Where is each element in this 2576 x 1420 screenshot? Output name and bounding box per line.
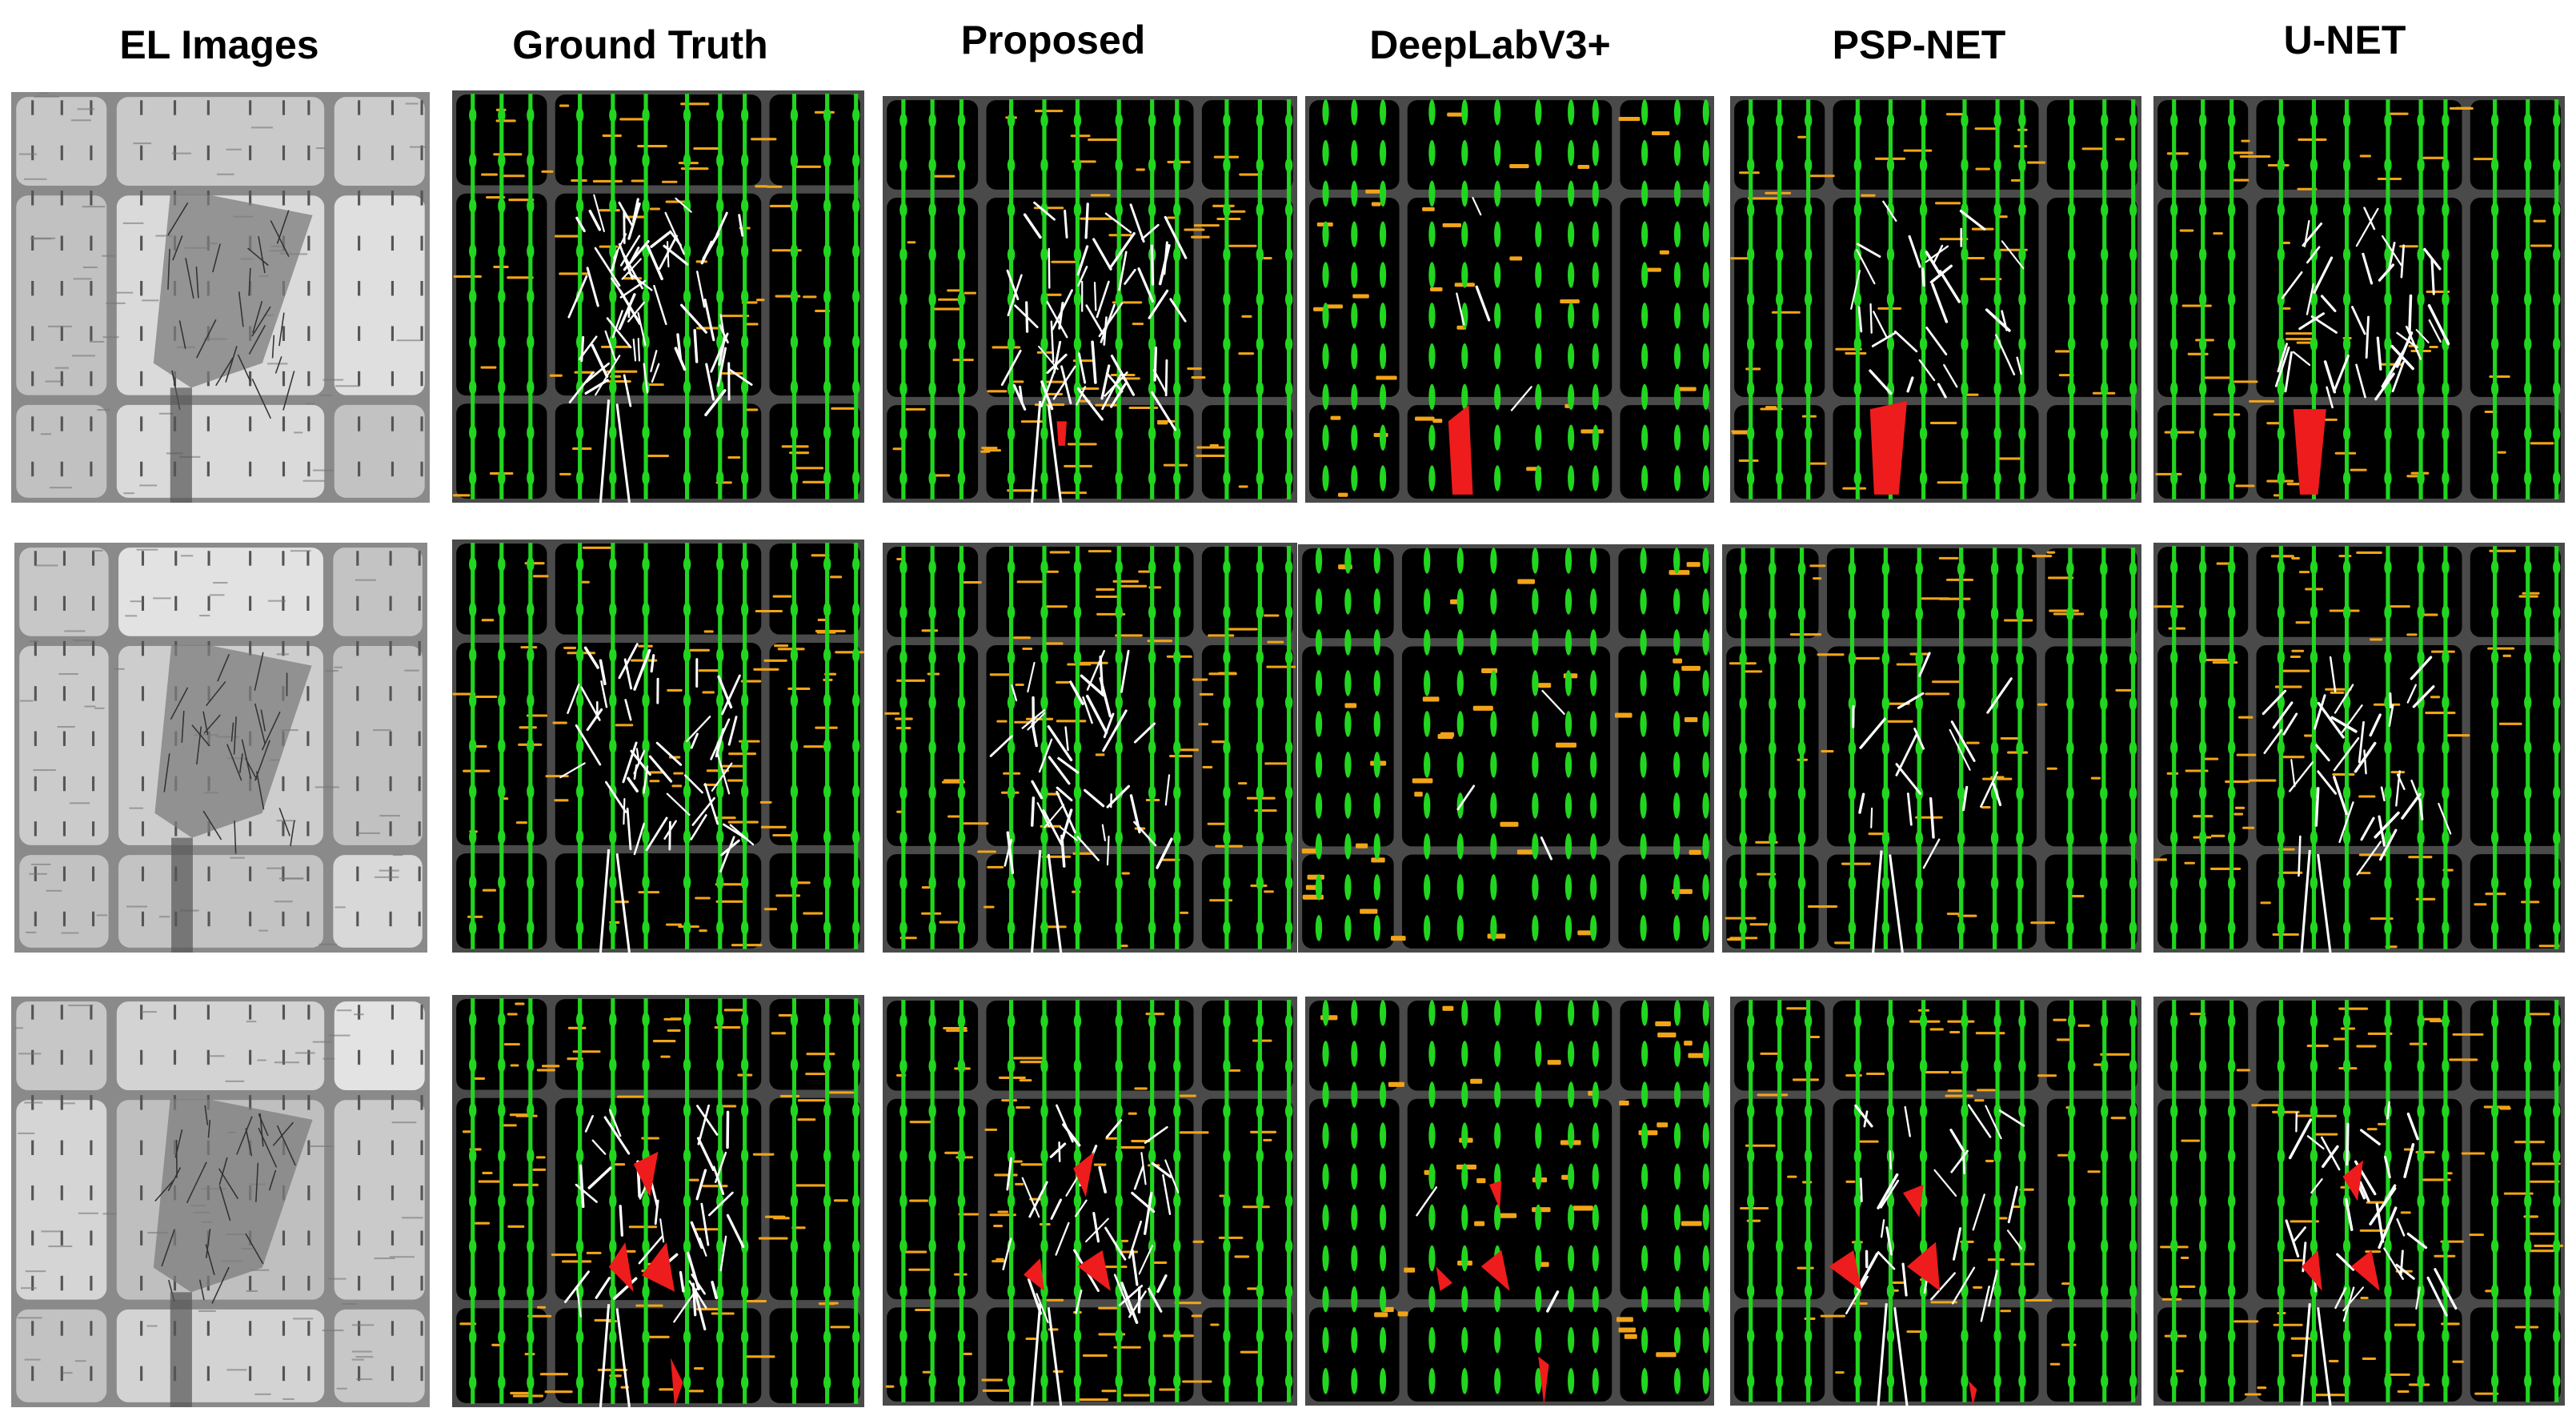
segmentation-mask-graphic bbox=[883, 96, 1297, 503]
proposed-row2 bbox=[883, 543, 1297, 953]
column-title-u-net: U-NET bbox=[2283, 18, 2406, 62]
el-image-row3 bbox=[11, 997, 430, 1407]
column-title-el-images: EL Images bbox=[119, 22, 319, 67]
segmentation-mask-graphic bbox=[883, 997, 1297, 1406]
psp-net-row3 bbox=[1730, 997, 2141, 1406]
psp-net-row1 bbox=[1730, 96, 2141, 503]
deeplabv3plus-row2 bbox=[1298, 544, 1714, 953]
ground-truth-row1 bbox=[452, 90, 864, 503]
el-image-graphic bbox=[11, 997, 430, 1407]
u-net-row1 bbox=[2153, 96, 2565, 503]
segmentation-mask-graphic bbox=[2153, 997, 2565, 1406]
column-title-psp-net: PSP-NET bbox=[1832, 22, 2006, 67]
column-title-proposed: Proposed bbox=[960, 18, 1146, 62]
proposed-row3 bbox=[883, 997, 1297, 1406]
deeplabv3plus-row1 bbox=[1305, 96, 1714, 503]
segmentation-mask-graphic bbox=[452, 90, 864, 503]
segmentation-mask-graphic bbox=[452, 995, 864, 1407]
el-image-row1 bbox=[11, 92, 430, 503]
u-net-row2 bbox=[2153, 543, 2565, 953]
ground-truth-row3 bbox=[452, 995, 864, 1407]
segmentation-mask-graphic bbox=[1298, 544, 1714, 953]
segmentation-mask-graphic bbox=[452, 540, 864, 953]
segmentation-mask-graphic bbox=[2153, 543, 2565, 953]
segmentation-mask-graphic bbox=[1305, 96, 1714, 503]
ground-truth-row2 bbox=[452, 540, 864, 953]
proposed-row1 bbox=[883, 96, 1297, 503]
segmentation-mask-graphic bbox=[2153, 96, 2565, 503]
u-net-row3 bbox=[2153, 997, 2565, 1406]
column-title-ground-truth: Ground Truth bbox=[512, 22, 768, 67]
el-image-row2 bbox=[14, 543, 427, 953]
el-image-graphic bbox=[11, 92, 430, 503]
psp-net-row2 bbox=[1722, 544, 2141, 953]
segmentation-mask-graphic bbox=[1730, 997, 2141, 1406]
segmentation-mask-graphic bbox=[1730, 96, 2141, 503]
segmentation-mask-graphic bbox=[1305, 997, 1714, 1406]
el-image-graphic bbox=[14, 543, 427, 953]
segmentation-mask-graphic bbox=[1722, 544, 2141, 953]
segmentation-mask-graphic bbox=[883, 543, 1297, 953]
deeplabv3plus-row3 bbox=[1305, 997, 1714, 1406]
column-title-deeplabv3plus: DeepLabV3+ bbox=[1369, 22, 1611, 67]
